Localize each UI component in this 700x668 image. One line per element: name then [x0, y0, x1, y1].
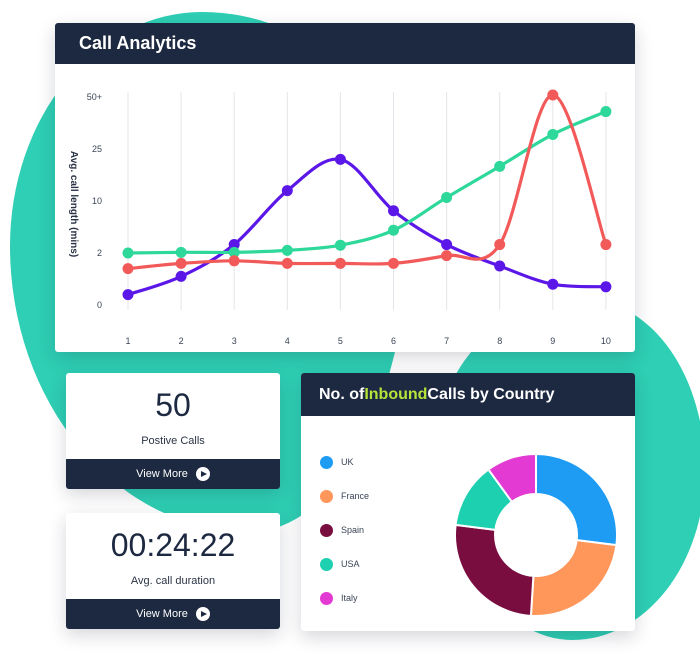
- legend-swatch: [320, 489, 333, 503]
- data-point: [600, 106, 612, 118]
- data-point: [281, 244, 293, 256]
- inbound-calls-card: No. of Inbound Calls by Country UK France…: [301, 373, 635, 631]
- x-tick-label: 4: [285, 336, 290, 346]
- view-more-label: View More: [136, 468, 188, 480]
- data-point: [494, 160, 506, 172]
- legend-swatch: [320, 455, 333, 469]
- data-point: [600, 281, 612, 293]
- inbound-calls-title: No. of Inbound Calls by Country: [301, 373, 635, 416]
- x-tick-label: 5: [338, 336, 343, 346]
- donut-slice-spain: [454, 523, 535, 617]
- country-legend: UK France Spain USA Italy: [320, 445, 369, 615]
- data-point: [441, 192, 453, 204]
- donut-slice-uk: [535, 452, 618, 547]
- y-tick-label: 50+: [87, 92, 102, 102]
- data-point: [228, 255, 240, 267]
- legend-swatch: [320, 591, 333, 605]
- data-point: [441, 250, 453, 262]
- legend-swatch: [320, 557, 333, 571]
- data-point: [600, 239, 612, 251]
- avg-call-duration-label: Avg. call duration: [130, 575, 216, 587]
- positive-calls-card: 50 Postive Calls View More: [66, 373, 280, 489]
- data-point: [494, 260, 506, 272]
- country-donut-chart: [454, 452, 618, 617]
- data-point: [228, 239, 240, 251]
- data-point: [122, 247, 134, 259]
- y-tick-label: 2: [97, 248, 102, 258]
- x-tick-label: 3: [232, 336, 237, 346]
- y-tick-label: 25: [92, 144, 102, 154]
- play-icon: [195, 467, 210, 481]
- x-tick-label: 9: [550, 336, 555, 346]
- title-prefix: No. of: [319, 385, 365, 403]
- data-point: [441, 239, 453, 251]
- data-point: [281, 185, 293, 197]
- data-point: [334, 153, 346, 165]
- data-point: [547, 128, 559, 140]
- legend-item: UK: [320, 445, 369, 479]
- x-tick-label: 6: [391, 336, 396, 346]
- data-point: [547, 89, 559, 101]
- series-line-0: [126, 157, 608, 297]
- legend-label: Spain: [341, 525, 365, 535]
- data-point: [175, 270, 187, 282]
- legend-item: France: [320, 479, 369, 513]
- data-point: [175, 246, 187, 258]
- title-highlight: Inbound: [364, 385, 428, 403]
- donut-slice-italy: [486, 452, 537, 504]
- legend-swatch: [320, 523, 333, 537]
- x-tick-label: 7: [444, 336, 449, 346]
- data-point: [388, 205, 399, 217]
- call-analytics-card: Call Analytics 1234567891002102550+Custo…: [55, 23, 635, 352]
- legend-label: Italy: [341, 593, 358, 603]
- positive-calls-label: Postive Calls: [141, 435, 205, 447]
- data-point: [228, 246, 240, 258]
- x-tick-label: 2: [179, 336, 184, 346]
- data-point: [122, 289, 134, 301]
- x-tick-label: 10: [601, 336, 611, 346]
- title-suffix: Calls by Country: [427, 385, 555, 403]
- play-icon: [195, 607, 210, 621]
- data-point: [547, 278, 559, 290]
- y-axis-title: Avg. call length (mins): [68, 151, 79, 257]
- legend-label: USA: [341, 559, 360, 569]
- view-more-button[interactable]: View More: [66, 459, 280, 489]
- legend-label: UK: [341, 457, 354, 467]
- data-point: [334, 239, 346, 251]
- avg-call-duration-card: 00:24:22 Avg. call duration View More: [66, 513, 280, 629]
- legend-item: USA: [320, 547, 369, 581]
- data-point: [334, 257, 346, 269]
- series-line-1: [126, 109, 608, 255]
- call-analytics-title: Call Analytics: [55, 23, 635, 64]
- donut-slice-france: [529, 539, 618, 617]
- positive-calls-value: 50: [155, 387, 191, 423]
- legend-item: Italy: [320, 581, 369, 615]
- y-tick-label: 10: [92, 196, 102, 206]
- data-point: [388, 257, 399, 269]
- view-more-button[interactable]: View More: [66, 599, 280, 629]
- legend-label: France: [341, 491, 370, 501]
- x-tick-label: 8: [497, 336, 502, 346]
- data-point: [122, 263, 134, 275]
- avg-call-duration-value: 00:24:22: [110, 527, 236, 563]
- data-point: [388, 224, 399, 236]
- y-tick-label: 0: [97, 300, 102, 310]
- data-point: [281, 257, 293, 269]
- data-point: [175, 257, 187, 269]
- view-more-label: View More: [136, 608, 188, 620]
- data-point: [494, 239, 506, 251]
- legend-item: Spain: [320, 513, 369, 547]
- x-tick-label: 1: [125, 336, 130, 346]
